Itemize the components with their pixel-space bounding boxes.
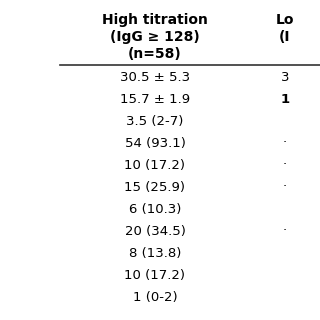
Text: 15.7 ± 1.9: 15.7 ± 1.9 xyxy=(120,92,190,106)
Text: 10 (17.2): 10 (17.2) xyxy=(124,268,186,282)
Text: 8 (13.8): 8 (13.8) xyxy=(129,246,181,260)
Text: 20 (34.5): 20 (34.5) xyxy=(124,225,185,237)
Text: (I: (I xyxy=(279,30,291,44)
Text: (n=58): (n=58) xyxy=(128,47,182,61)
Text: 3.5 (2-7): 3.5 (2-7) xyxy=(126,115,184,127)
Text: High titration: High titration xyxy=(102,13,208,27)
Text: ·: · xyxy=(283,180,287,194)
Text: 10 (17.2): 10 (17.2) xyxy=(124,158,186,172)
Text: 15 (25.9): 15 (25.9) xyxy=(124,180,186,194)
Text: 6 (10.3): 6 (10.3) xyxy=(129,203,181,215)
Text: ·: · xyxy=(283,225,287,237)
Text: 1 (0-2): 1 (0-2) xyxy=(133,291,177,303)
Text: ·: · xyxy=(283,158,287,172)
Text: ·: · xyxy=(283,137,287,149)
Text: 30.5 ± 5.3: 30.5 ± 5.3 xyxy=(120,70,190,84)
Text: Lo: Lo xyxy=(276,13,294,27)
Text: 54 (93.1): 54 (93.1) xyxy=(124,137,185,149)
Text: 1: 1 xyxy=(280,92,290,106)
Text: (IgG ≥ 128): (IgG ≥ 128) xyxy=(110,30,200,44)
Text: 3: 3 xyxy=(281,70,289,84)
